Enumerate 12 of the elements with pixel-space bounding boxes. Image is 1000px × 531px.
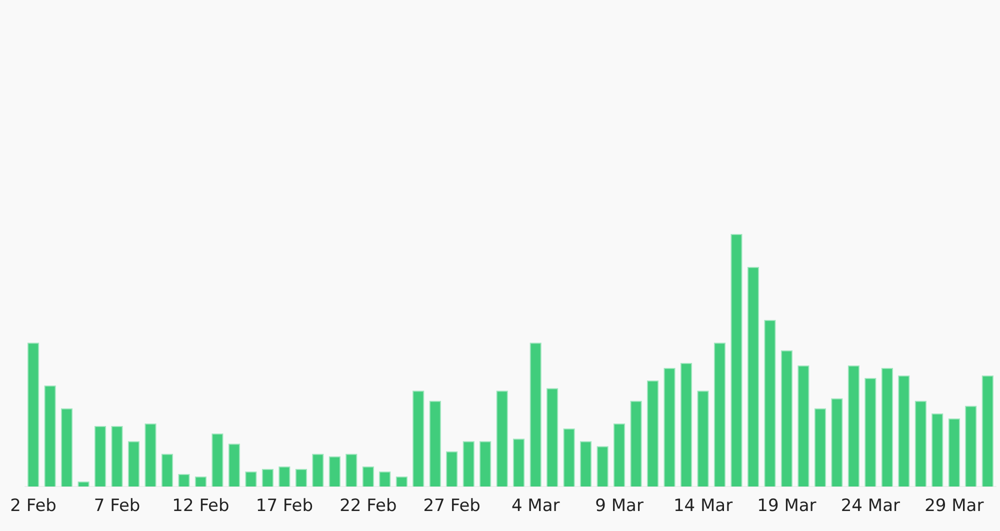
- x-tick-label: 17 Feb: [256, 496, 314, 516]
- x-tick-label: 27 Feb: [423, 496, 480, 516]
- x-tick-label: 24 Mar: [840, 496, 900, 516]
- x-tick-label: 29 Mar: [924, 496, 984, 516]
- x-tick-label: 14 Mar: [673, 496, 733, 516]
- x-tick-label: 7 Feb: [94, 496, 140, 516]
- x-tick-label: 12 Feb: [172, 496, 230, 516]
- x-tick-label: 19 Mar: [757, 496, 816, 516]
- x-tick-label: 4 Mar: [511, 496, 560, 516]
- x-tick-label: 22 Feb: [340, 496, 397, 516]
- x-tick-label: 2 Feb: [10, 496, 56, 516]
- x-tick-label: 9 Mar: [595, 496, 644, 516]
